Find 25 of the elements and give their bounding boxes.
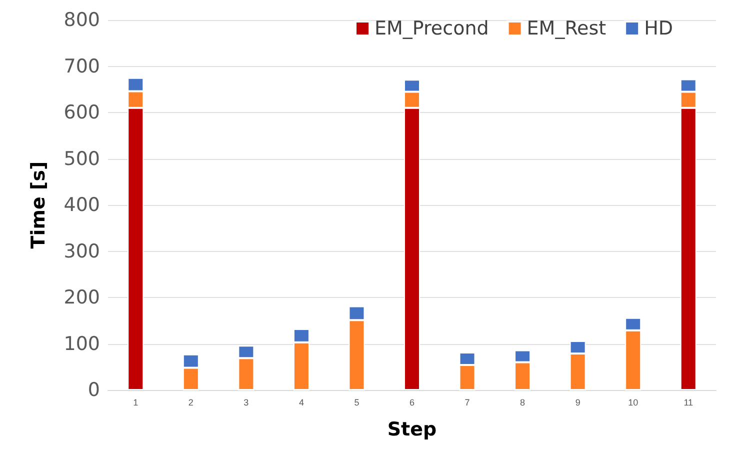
legend-label: EM_Precond [374,18,489,40]
x-tick-label: 10 [628,398,638,408]
y-tick-label: 100 [64,332,100,355]
x-tick-label: 1 [133,398,138,408]
y-axis-title: Time [s] [28,161,50,249]
y-tick-label: 600 [64,102,100,124]
legend-label: HD [644,18,674,40]
x-axis-title: Step [387,418,437,440]
y-tick-label: 700 [64,55,100,78]
y-tick-label: 800 [64,9,100,31]
y-tick-label: 0 [88,379,100,401]
x-tick-label: 11 [684,398,694,408]
x-tick-label: 6 [409,398,415,408]
x-tick-label: 2 [188,398,194,408]
x-tick-label: 3 [244,398,249,408]
x-tick-label: 8 [520,398,526,408]
y-tick-label: 400 [64,194,100,216]
legend-label: EM_Rest [526,18,606,40]
y-tick-label: 300 [64,240,100,262]
x-tick-label: 7 [464,398,470,408]
x-tick-label: 5 [354,398,360,408]
y-tick-label: 500 [64,148,100,170]
x-tick-label: 9 [575,398,580,408]
x-tick-label: 4 [298,398,304,408]
y-tick-label: 200 [64,286,100,308]
